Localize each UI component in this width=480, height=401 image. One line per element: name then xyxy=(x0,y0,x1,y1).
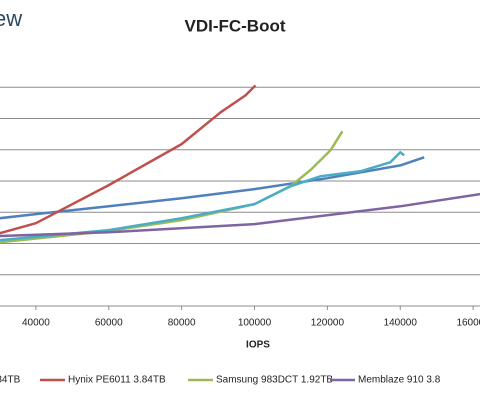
legend-label: Hynix PE6011 3.84TB xyxy=(68,375,166,386)
logo-text: ew xyxy=(0,6,22,31)
x-tick-label: 120000 xyxy=(311,318,345,329)
series-line xyxy=(0,192,480,238)
series-line xyxy=(0,151,405,242)
x-tick-label: 100000 xyxy=(238,318,272,329)
legend-label: Memblaze 910 3.8 xyxy=(358,375,441,386)
x-tick-label: 140000 xyxy=(384,318,418,329)
legend-label: Samsung 983DCT 1.92TB xyxy=(216,375,333,386)
series-line xyxy=(0,84,257,235)
x-tick-label: 60000 xyxy=(95,318,123,329)
legend-label: 3.84TB xyxy=(0,375,21,386)
series-line xyxy=(0,156,425,220)
x-tick-label: 80000 xyxy=(168,318,196,329)
x-tick-label: 40000 xyxy=(22,318,50,329)
x-tick-label: 160000 xyxy=(456,318,480,329)
chart-title: VDI-FC-Boot xyxy=(184,16,285,35)
x-axis-label: IOPS xyxy=(246,340,270,351)
